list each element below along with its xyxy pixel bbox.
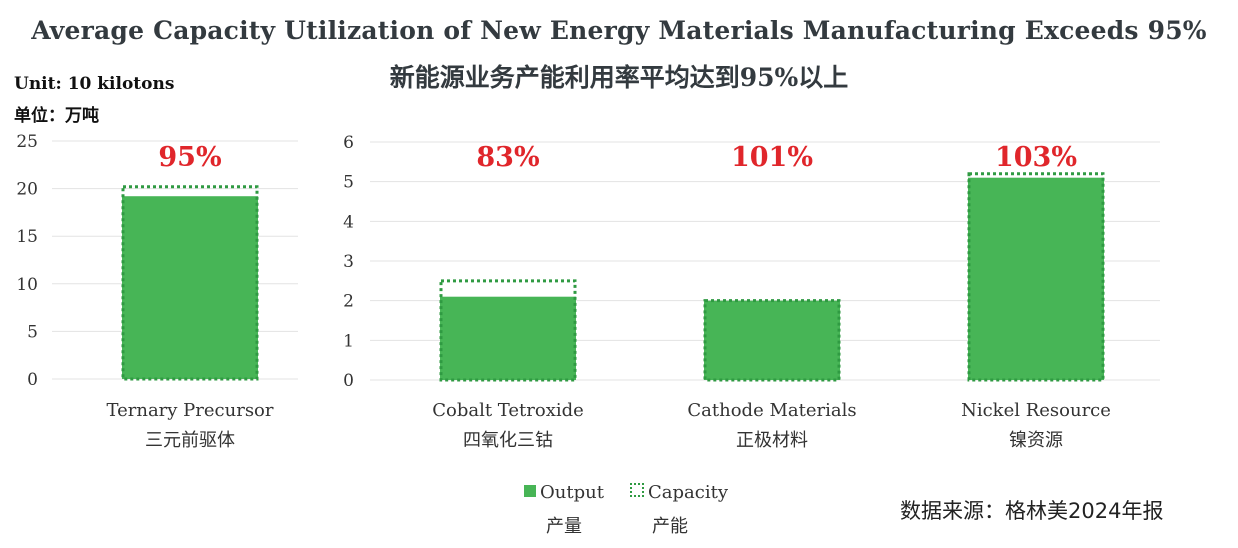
bar-capacity-0-0 — [121, 185, 259, 381]
chart-title-zh: 新能源业务产能利用率平均达到95%以上 — [389, 63, 849, 92]
utilization-label-0-0: 95% — [158, 142, 221, 173]
category-label-zh-1-0: 四氧化三钴 — [463, 430, 553, 451]
legend-sublabel-capacity: 产能 — [652, 516, 688, 537]
legend-item-output: Output — [524, 482, 604, 503]
category-label-zh-1-2: 镍资源 — [1009, 430, 1063, 451]
source-note: 数据来源：格林美2024年报 — [900, 499, 1164, 523]
legend-item-capacity: Capacity — [630, 482, 728, 503]
bar-output-1-0 — [440, 296, 576, 380]
y-tick-label-1-2: 2 — [343, 292, 354, 312]
category-label-en-1-0: Cobalt Tetroxide — [432, 400, 584, 421]
y-tick-label-1-6: 6 — [343, 133, 354, 153]
utilization-label-1-0: 83% — [476, 142, 539, 173]
bar-capacity-1-2 — [967, 172, 1105, 382]
y-tick-label-1-4: 4 — [343, 212, 354, 232]
category-label-en-1-2: Nickel Resource — [961, 400, 1111, 421]
bar-capacity-1-1 — [703, 299, 841, 382]
y-tick-label-0-1: 5 — [27, 322, 38, 342]
y-tick-label-0-3: 15 — [16, 227, 38, 247]
legend-label-capacity: Capacity — [648, 482, 728, 503]
y-tick-label-0-5: 25 — [16, 132, 38, 152]
y-tick-label-0-0: 0 — [27, 370, 38, 390]
utilization-label-1-1: 101% — [731, 142, 813, 173]
legend-swatch-output — [524, 485, 536, 497]
y-tick-label-1-1: 1 — [343, 331, 354, 351]
legend-label-output: Output — [540, 482, 604, 503]
utilization-label-1-2: 103% — [995, 142, 1077, 173]
category-label-en-1-1: Cathode Materials — [687, 400, 856, 421]
category-label-en-0-0: Ternary Precursor — [106, 400, 273, 421]
legend-sublabel-output: 产量 — [546, 516, 582, 537]
category-label-zh-1-1: 正极材料 — [736, 430, 808, 451]
bar-output-1-1 — [704, 300, 840, 380]
category-label-zh-0-0: 三元前驱体 — [145, 430, 235, 451]
bar-capacity-1-0 — [439, 279, 577, 382]
y-tick-label-0-2: 10 — [16, 275, 38, 295]
y-tick-label-1-3: 3 — [343, 252, 354, 272]
unit-label-en: Unit: 10 kilotons — [14, 74, 175, 94]
chart-title-en: Average Capacity Utilization of New Ener… — [31, 16, 1207, 45]
y-tick-label-0-4: 20 — [16, 180, 38, 200]
bar-output-1-2 — [968, 177, 1104, 380]
unit-label-zh: 单位：万吨 — [14, 106, 99, 126]
y-tick-label-1-5: 5 — [343, 173, 354, 193]
bar-output-0-0 — [122, 196, 258, 379]
legend-swatch-capacity — [630, 483, 644, 497]
y-tick-label-1-0: 0 — [343, 371, 354, 391]
